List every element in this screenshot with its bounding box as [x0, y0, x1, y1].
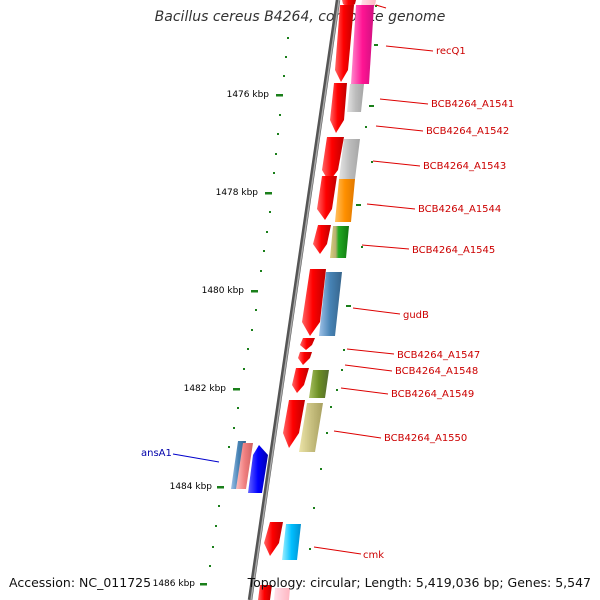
genome-backbone: [247, 0, 341, 600]
gene-label-a1549: BCB4264_A1549: [391, 389, 474, 400]
feature-box: [236, 443, 253, 489]
feature-box: [319, 272, 342, 336]
topology-text: Topology: circular; Length: 5,419,036 bp…: [247, 575, 591, 590]
feature-box: [274, 588, 290, 600]
gene-labels: recQ1 BCB4264_A1541 BCB4264_A1542 BCB426…: [141, 46, 514, 561]
feature-box: [282, 524, 301, 560]
gene-arrow: [258, 585, 272, 600]
gene-label-a1547: BCB4264_A1547: [397, 350, 480, 361]
gene-arrow: [300, 338, 315, 350]
gene-label-a1543: BCB4264_A1543: [423, 161, 506, 172]
gene-label-a1541: BCB4264_A1541: [431, 99, 514, 110]
reverse-genes: [231, 441, 268, 493]
scale-label-1478: 1478 kbp: [216, 188, 259, 198]
label-connectors: [172, 4, 434, 555]
gene-arrow: [322, 137, 344, 182]
scale-label-1482: 1482 kbp: [184, 384, 227, 394]
gene-label-cmk: cmk: [363, 550, 384, 561]
ruler-dots: [209, 37, 289, 567]
gene-arrow: [313, 225, 331, 254]
forward-genes: [258, 0, 356, 600]
gene-arrow: [264, 522, 283, 556]
feature-box: [299, 403, 323, 452]
scale-label-1484: 1484 kbp: [170, 482, 213, 492]
scale-ticks: [200, 94, 283, 586]
gene-label-gudB: gudB: [403, 310, 429, 321]
gene-label-recQ1: recQ1: [436, 46, 466, 57]
gene-arrow-reverse: [248, 445, 268, 493]
feature-box: [335, 179, 355, 222]
gene-arrow: [283, 400, 305, 448]
gene-arrow: [330, 83, 347, 133]
feature-box: [339, 139, 360, 179]
gene-arrow: [298, 352, 312, 365]
feature-box: [361, 0, 376, 6]
accession-text: Accession: NC_011725: [9, 575, 152, 590]
gene-label-a1542: BCB4264_A1542: [426, 126, 509, 137]
scale-labels: 1476 kbp 1478 kbp 1480 kbp 1482 kbp 1484…: [153, 90, 270, 589]
gene-arrow: [292, 368, 309, 393]
gene-arrow: [302, 269, 326, 336]
feature-box: [330, 226, 349, 258]
gene-label-a1548: BCB4264_A1548: [395, 366, 478, 377]
feature-box: [351, 5, 374, 84]
gene-arrow: [342, 0, 356, 8]
feature-box: [309, 370, 329, 398]
scale-label-1486: 1486 kbp: [153, 579, 196, 589]
scale-label-1480: 1480 kbp: [202, 286, 245, 296]
gene-label-a1550: BCB4264_A1550: [384, 433, 467, 444]
gene-label-a1544: BCB4264_A1544: [418, 204, 501, 215]
scale-label-1476: 1476 kbp: [227, 90, 270, 100]
gene-label-ansA1: ansA1: [141, 448, 172, 459]
feature-box: [347, 84, 364, 112]
gene-arrow: [335, 5, 354, 82]
feature-boxes: [274, 0, 376, 600]
gene-side-ticks: [309, 5, 378, 550]
gene-arrow: [317, 176, 337, 220]
gene-label-a1545: BCB4264_A1545: [412, 245, 495, 256]
